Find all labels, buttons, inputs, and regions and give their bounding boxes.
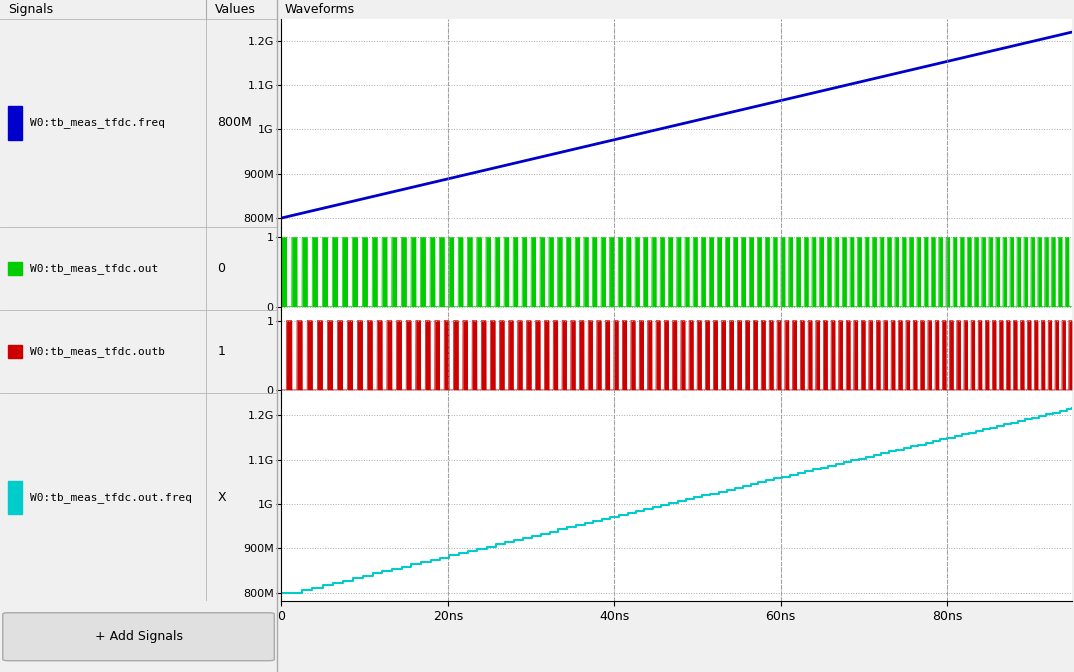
Text: W0:tb_meas_tfdc.out: W0:tb_meas_tfdc.out bbox=[30, 263, 159, 274]
Text: + Add Signals: + Add Signals bbox=[95, 630, 183, 643]
Bar bbox=[9, 480, 23, 514]
Text: W0:tb_meas_tfdc.out.freq: W0:tb_meas_tfdc.out.freq bbox=[30, 492, 192, 503]
FancyBboxPatch shape bbox=[3, 613, 274, 661]
Text: X: X bbox=[218, 491, 227, 504]
Text: 800M: 800M bbox=[218, 116, 252, 129]
Text: W0:tb_meas_tfdc.outb: W0:tb_meas_tfdc.outb bbox=[30, 346, 165, 358]
Bar bbox=[9, 345, 23, 358]
Text: Signals: Signals bbox=[9, 3, 54, 16]
Text: 1: 1 bbox=[218, 345, 226, 358]
Bar bbox=[9, 262, 23, 275]
Text: W0:tb_meas_tfdc.freq: W0:tb_meas_tfdc.freq bbox=[30, 118, 165, 128]
Text: Waveforms: Waveforms bbox=[285, 3, 355, 16]
Text: 0: 0 bbox=[218, 262, 226, 275]
Text: Values: Values bbox=[215, 3, 256, 16]
Bar bbox=[9, 106, 23, 140]
